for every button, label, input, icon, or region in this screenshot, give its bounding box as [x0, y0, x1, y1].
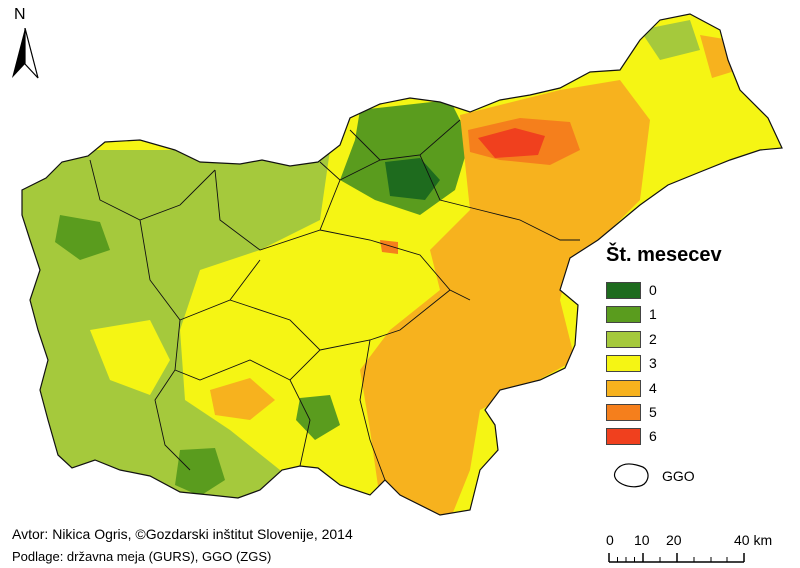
legend-label: 0 [649, 282, 657, 298]
zone-3-karst [90, 320, 170, 395]
legend-title: Št. mesecev [606, 244, 722, 266]
zone-1-southwest [175, 448, 225, 496]
source-credit: Podlage: državna meja (GURS), GGO (ZGS) [12, 549, 272, 564]
zone-6-drava [478, 128, 545, 158]
legend-label: 2 [649, 330, 657, 347]
scale-label: 10 [634, 532, 650, 548]
legend-label: 4 [649, 379, 657, 396]
legend-swatch [606, 379, 641, 397]
legend-label: 3 [649, 355, 657, 372]
zone-4-east [360, 80, 650, 515]
zone-1-west [55, 215, 110, 260]
zone-2-prekmurje [640, 20, 700, 60]
scale-label: 20 [666, 532, 682, 548]
legend-swatch [606, 355, 641, 373]
north-arrow-icon [12, 28, 39, 79]
legend-swatch [606, 282, 641, 299]
zone-4-west [210, 378, 275, 420]
zone-1-karavanke [340, 100, 470, 215]
zone-3-central [190, 240, 430, 360]
scale-label: 40 km [734, 532, 773, 548]
zone-5-ljubljana [380, 240, 398, 254]
ggo-boundaries [89, 119, 580, 481]
legend-swatch [606, 403, 641, 421]
legend-swatch [606, 330, 641, 348]
zone-1-kocevje [296, 395, 340, 440]
legend-label: 6 [649, 428, 657, 445]
legend-label: 1 [649, 306, 657, 323]
author-credit: Avtor: Nikica Ogris, ©Gozdarski inštitut… [12, 526, 353, 542]
scale-bar [608, 553, 745, 563]
north-label: N [14, 6, 26, 23]
legend-swatch [606, 428, 641, 446]
legend-swatch [606, 306, 641, 324]
ggo-boundary-icon [613, 463, 649, 488]
scale-labels: 0 10 20 40 km [606, 532, 786, 550]
legend-label: 5 [649, 403, 657, 420]
scale-label: 0 [606, 532, 614, 548]
ggo-label: GGO [662, 468, 695, 484]
